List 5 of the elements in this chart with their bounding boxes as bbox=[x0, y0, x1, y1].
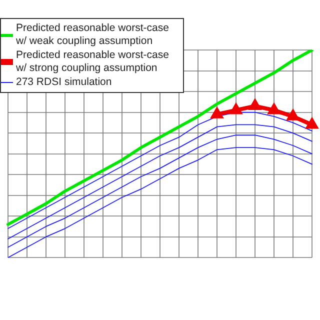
legend-label: Predicted reasonable worst-case w/ weak coupling assumption bbox=[16, 22, 170, 48]
legend-label: Predicted reasonable worst-case w/ strong coupling assumption bbox=[16, 49, 170, 75]
legend-label: 273 RDSI simulation bbox=[16, 76, 112, 89]
point bbox=[288, 110, 298, 120]
point bbox=[212, 108, 222, 118]
